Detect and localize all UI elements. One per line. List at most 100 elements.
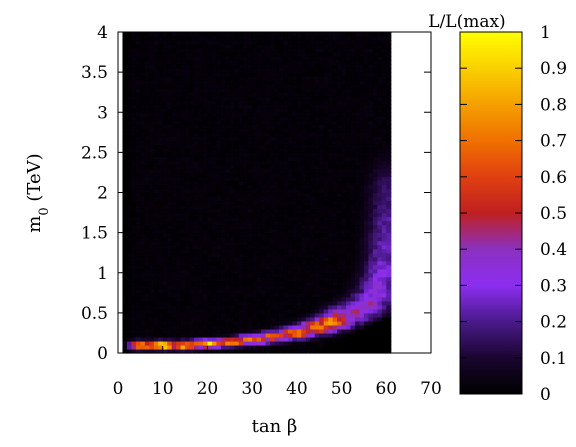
heatmap-cell <box>149 44 155 49</box>
heatmap-cell <box>274 76 280 81</box>
heatmap-cell <box>346 92 352 97</box>
heatmap-cell <box>180 120 186 125</box>
heatmap-cell <box>207 104 213 109</box>
heatmap-cell <box>310 284 316 290</box>
heatmap-cell <box>180 132 186 137</box>
heatmap-cell <box>189 148 195 153</box>
heatmap-cell <box>220 304 226 310</box>
heatmap-cell <box>323 60 329 65</box>
heatmap-cell <box>135 180 141 186</box>
heatmap-cell <box>167 88 173 93</box>
colorbar-tick-label: 0.1 <box>540 349 567 369</box>
heatmap-cell <box>292 232 298 238</box>
heatmap-cell <box>310 340 316 346</box>
heatmap-cell <box>328 184 334 190</box>
heatmap-cell <box>332 200 338 206</box>
heatmap-cell <box>207 152 213 157</box>
heatmap-cell <box>185 60 191 65</box>
heatmap-cell <box>122 296 128 302</box>
heatmap-cell <box>229 192 235 198</box>
heatmap-cell <box>372 80 378 85</box>
heatmap-cell <box>202 268 209 274</box>
heatmap-cell <box>234 32 240 37</box>
heatmap-cell <box>207 204 213 210</box>
heatmap-cell <box>234 248 240 254</box>
heatmap-cell <box>310 56 316 61</box>
heatmap-cell <box>292 284 298 290</box>
heatmap-cell <box>122 264 128 270</box>
heatmap-cell <box>274 68 280 73</box>
heatmap-cell <box>270 344 276 350</box>
heatmap-cell <box>131 332 137 338</box>
heatmap-cell <box>363 220 369 226</box>
heatmap-cell <box>270 276 276 282</box>
heatmap-cell <box>149 108 155 113</box>
heatmap-cell <box>323 264 329 270</box>
heatmap-cell <box>140 116 146 121</box>
heatmap-cell <box>363 40 369 45</box>
heatmap-cell <box>144 256 150 262</box>
heatmap-cell <box>185 284 191 290</box>
heatmap-cell <box>354 252 361 258</box>
heatmap-cell <box>144 84 150 89</box>
heatmap-cell <box>346 112 352 117</box>
heatmap-cell <box>368 136 374 141</box>
heatmap-cell <box>386 164 392 170</box>
heatmap-cell <box>305 268 311 274</box>
heatmap-cell <box>341 276 347 282</box>
heatmap-cell <box>274 208 280 214</box>
heatmap-cell <box>287 88 293 93</box>
heatmap-cell <box>381 172 387 178</box>
heatmap-cell <box>229 68 235 73</box>
heatmap-cell <box>243 168 249 174</box>
heatmap-cell <box>207 180 213 186</box>
heatmap-cell <box>225 188 231 194</box>
heatmap-cell <box>158 52 164 57</box>
heatmap-cell <box>229 268 235 274</box>
heatmap-cell <box>220 148 226 153</box>
heatmap-cell <box>144 288 150 294</box>
heatmap-cell <box>198 196 204 202</box>
heatmap-cell <box>122 216 128 222</box>
heatmap-cell <box>256 284 262 290</box>
heatmap-cell <box>243 96 249 101</box>
heatmap-cell <box>319 112 325 117</box>
heatmap-cell <box>207 140 213 145</box>
heatmap-cell <box>194 160 200 166</box>
heatmap-cell <box>354 116 361 121</box>
heatmap-cell <box>341 112 347 117</box>
heatmap-cell <box>328 312 334 318</box>
heatmap-cell <box>144 92 150 97</box>
heatmap-cell <box>323 284 329 290</box>
heatmap-cell <box>305 184 311 190</box>
heatmap-cell <box>287 332 293 338</box>
heatmap-cell <box>270 188 276 194</box>
heatmap-cell <box>363 244 369 250</box>
heatmap-cell <box>363 200 369 206</box>
heatmap-cell <box>363 92 369 97</box>
heatmap-cell <box>372 208 378 214</box>
heatmap-cell <box>135 160 141 166</box>
heatmap-cell <box>135 260 141 266</box>
heatmap-cell <box>301 264 307 270</box>
heatmap-cell <box>332 44 338 49</box>
heatmap-cell <box>310 96 316 101</box>
heatmap-cell <box>386 300 392 306</box>
heatmap-cell <box>149 340 155 346</box>
heatmap-cell <box>198 224 204 230</box>
heatmap-cell <box>359 132 365 137</box>
heatmap-cell <box>149 72 155 77</box>
heatmap-cell <box>140 296 146 302</box>
heatmap-cell <box>296 304 302 310</box>
heatmap-cell <box>270 104 276 109</box>
heatmap-cell <box>211 288 217 294</box>
heatmap-cell <box>252 92 258 97</box>
heatmap-cell <box>274 80 280 85</box>
heatmap-cell <box>328 56 334 61</box>
heatmap-cell <box>278 72 285 77</box>
heatmap-cell <box>180 80 186 85</box>
heatmap-cell <box>377 260 383 266</box>
heatmap-cell <box>341 240 347 246</box>
heatmap-cell <box>301 52 307 57</box>
heatmap-cell <box>220 224 226 230</box>
